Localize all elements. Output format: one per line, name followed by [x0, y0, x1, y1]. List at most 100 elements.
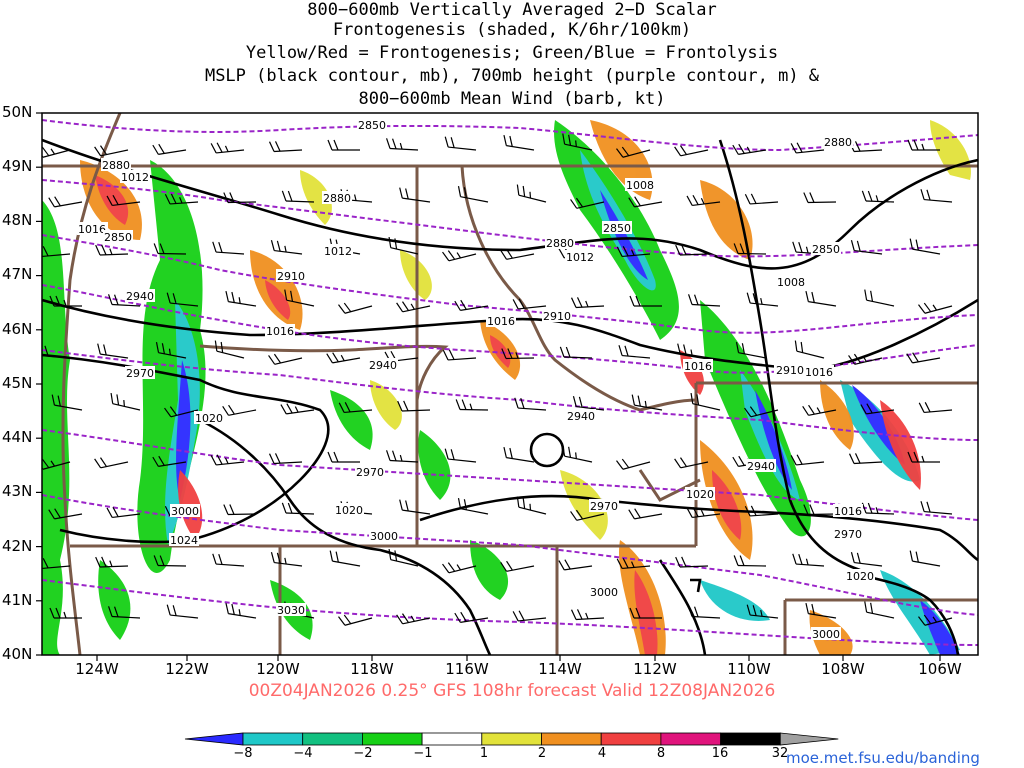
- wind-barb: [744, 406, 779, 418]
- svg-text:1016: 1016: [805, 366, 833, 379]
- wind-barb: [455, 399, 489, 411]
- colorbar-label: 4: [597, 746, 607, 761]
- wind-barb: [166, 292, 199, 307]
- wind-barb: [790, 454, 825, 466]
- wind-barb: [690, 392, 721, 411]
- wind-barb: [628, 508, 663, 520]
- wind-barb: [848, 353, 883, 365]
- svg-text:2880: 2880: [102, 159, 130, 172]
- lat-label: 42N: [2, 537, 33, 555]
- height-label: 2880: [823, 135, 853, 149]
- height-label: 3000: [811, 627, 841, 641]
- wind-barb: [280, 403, 315, 415]
- svg-text:1008: 1008: [777, 276, 805, 289]
- wind-barb: [861, 190, 895, 203]
- wind-barb: [501, 348, 535, 360]
- wind-barb: [457, 497, 489, 515]
- colorbar-segment: [184, 732, 244, 746]
- lat-label: 45N: [2, 374, 33, 392]
- wind-barb: [155, 341, 187, 359]
- mslp-label: 1020: [845, 569, 875, 583]
- svg-text:2850: 2850: [812, 243, 840, 256]
- wind-barb: [210, 142, 245, 154]
- wind-barb: [284, 289, 315, 307]
- wind-barb: [616, 558, 651, 570]
- wind-barb: [629, 607, 662, 619]
- height-label: 3000: [589, 585, 619, 599]
- svg-text:1012: 1012: [566, 251, 594, 264]
- lat-label: 49N: [2, 157, 33, 175]
- colorbar-segment: [481, 732, 542, 746]
- mslp-label: 1012: [323, 244, 353, 258]
- mslp-label: 1016: [486, 314, 516, 328]
- height-label: 2940: [368, 358, 398, 372]
- lon-label: 120W: [256, 660, 300, 678]
- wind-barb: [396, 613, 431, 625]
- svg-text:3000: 3000: [171, 505, 199, 518]
- wind-barb: [675, 244, 709, 256]
- title-line-2: Frontogenesis (shaded, K/6hr/100km): [332, 20, 692, 40]
- svg-text:2910: 2910: [543, 310, 571, 323]
- wind-barb: [500, 248, 535, 260]
- wind-barb: [327, 139, 360, 151]
- wind-barb: [805, 290, 837, 307]
- height-label: 2880: [101, 158, 131, 172]
- wind-barb: [629, 295, 662, 307]
- wind-barb: [918, 402, 953, 414]
- wind-barb: [42, 146, 71, 158]
- wind-barb: [152, 143, 187, 155]
- colorbar-segment: [720, 732, 781, 746]
- lat-label: 47N: [2, 265, 33, 283]
- wind-barb: [802, 404, 837, 416]
- wind-barb: [212, 553, 245, 567]
- wind-barb: [909, 550, 941, 567]
- height-label: 2850: [811, 242, 841, 256]
- wind-barb: [454, 299, 489, 311]
- lon-label: 106W: [918, 660, 962, 678]
- svg-text:1016: 1016: [78, 223, 106, 236]
- wind-barb: [106, 506, 141, 519]
- wind-barb: [444, 448, 477, 463]
- wind-barb: [570, 297, 605, 309]
- wind-barb: [616, 146, 651, 158]
- wind-barb: [268, 353, 303, 365]
- svg-text:1020: 1020: [686, 488, 714, 501]
- lon-label: 112W: [633, 660, 677, 678]
- svg-text:2940: 2940: [369, 359, 397, 372]
- svg-text:3000: 3000: [370, 530, 398, 543]
- mslp-label: 1016: [265, 324, 295, 338]
- wind-barb: [732, 143, 767, 155]
- wind-barb: [153, 243, 187, 255]
- svg-text:1016: 1016: [834, 505, 862, 518]
- wind-barb: [918, 614, 953, 626]
- height-label: 2850: [357, 118, 387, 132]
- wind-barb: [442, 250, 477, 262]
- wind-barb: [457, 185, 489, 203]
- wind-barb: [746, 604, 779, 619]
- wind-barb: [516, 496, 547, 515]
- wind-barb: [628, 196, 663, 208]
- colorbar: [184, 732, 839, 746]
- svg-text:2850: 2850: [104, 231, 132, 244]
- wind-barb: [794, 340, 825, 359]
- height-label: 3030: [276, 603, 306, 617]
- colorbar-segment: [660, 732, 722, 746]
- wind-barb: [514, 397, 547, 411]
- svg-text:2940: 2940: [747, 460, 775, 473]
- mslp-label: 1020: [194, 411, 224, 425]
- height-label: 2970: [355, 465, 385, 479]
- wind-barb: [49, 607, 82, 619]
- wind-barb: [225, 290, 257, 307]
- wind-barb: [42, 558, 71, 570]
- title-line-5: 800−600mb Mean Wind (barb, kt): [358, 89, 666, 109]
- wind-barb: [733, 243, 767, 255]
- wind-barb: [442, 349, 477, 361]
- height-label: 2940: [125, 289, 155, 303]
- wind-barb: [850, 240, 883, 255]
- svg-text:1016: 1016: [487, 315, 515, 328]
- wind-barb: [675, 556, 709, 568]
- wind-barb: [562, 133, 593, 151]
- wind-barb: [803, 192, 837, 204]
- wind-barb: [338, 614, 373, 626]
- mslp-label: 1020: [334, 503, 364, 517]
